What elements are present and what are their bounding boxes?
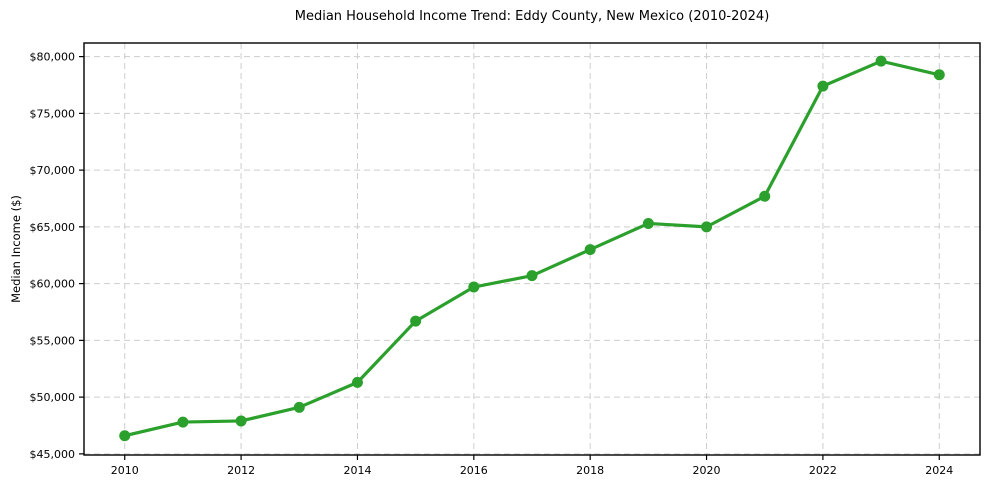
x-tick-label: 2010	[111, 464, 139, 477]
data-point	[526, 270, 538, 282]
y-tick-label: $60,000	[30, 278, 76, 291]
x-tick-label: 2024	[925, 464, 953, 477]
data-point	[933, 69, 945, 81]
trend-line	[123, 59, 941, 438]
data-point	[119, 430, 131, 442]
data-point	[351, 376, 363, 388]
data-point	[759, 190, 771, 202]
y-axis-label: Median Income ($)	[9, 195, 23, 303]
chart-title: Median Household Income Trend: Eddy Coun…	[294, 9, 770, 24]
data-point	[701, 221, 713, 233]
x-tick-label: 2020	[693, 464, 721, 477]
data-point	[410, 315, 422, 327]
x-tick-label: 2014	[343, 464, 371, 477]
y-tick-label: $45,000	[30, 448, 76, 461]
data-point	[875, 55, 887, 67]
x-tick-label: 2018	[576, 464, 604, 477]
x-tick-label: 2022	[809, 464, 837, 477]
data-point	[468, 281, 480, 293]
y-tick-label: $80,000	[30, 51, 76, 64]
y-tick-label: $75,000	[30, 107, 76, 120]
x-tick-label: 2016	[460, 464, 488, 477]
data-point	[584, 244, 596, 256]
data-point	[177, 416, 189, 428]
data-point	[642, 217, 654, 229]
data-point	[817, 80, 829, 92]
y-tick-label: $70,000	[30, 164, 76, 177]
y-tick-label: $65,000	[30, 221, 76, 234]
y-tick-label: $55,000	[30, 334, 76, 347]
data-point	[235, 415, 247, 427]
data-point	[293, 401, 305, 413]
y-tick-label: $50,000	[30, 391, 76, 404]
plot-border	[83, 42, 981, 456]
x-tick-label: 2012	[227, 464, 255, 477]
